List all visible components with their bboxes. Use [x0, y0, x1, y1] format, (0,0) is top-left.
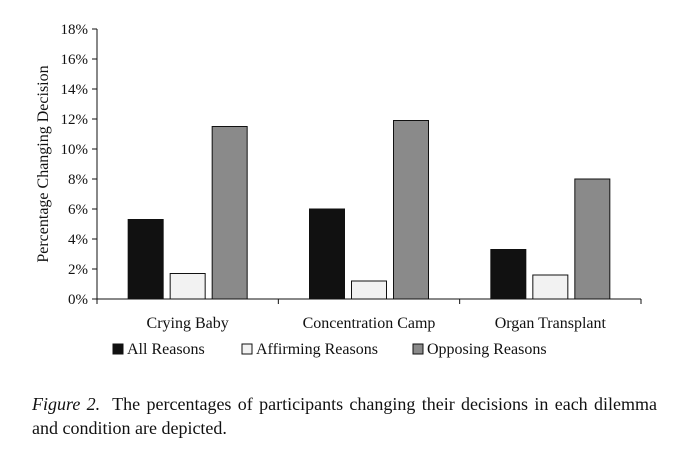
legend: All Reasons Affirming Reasons Opposing Rea…: [112, 341, 547, 358]
y-tick-label: 4%: [68, 232, 88, 248]
y-tick-label: 12%: [61, 112, 89, 128]
y-axis: 0% 2% 4% 6% 8% 10% 12% 14% 16% 18%: [61, 22, 98, 308]
y-tick-label: 2%: [68, 262, 88, 278]
bar-opposing-reasons: [393, 120, 429, 300]
bar-opposing-reasons: [574, 178, 611, 300]
x-ticks: Crying Baby Concentration Camp Organ Trans…: [96, 299, 642, 332]
legend-swatch: [112, 343, 124, 355]
bar-affirming-reasons: [169, 273, 206, 300]
y-tick-label: 16%: [61, 52, 89, 68]
bars: [127, 120, 611, 300]
figure-caption-text: The percentages of participants changing…: [32, 394, 657, 438]
y-tick-label: 10%: [61, 142, 89, 158]
y-tick-label: 8%: [68, 172, 88, 188]
bar-affirming-reasons: [351, 280, 387, 300]
legend-label: All Reasons: [127, 341, 205, 358]
y-axis-title: Percentage Changing Decision: [35, 65, 52, 262]
legend-label: Affirming Reasons: [256, 341, 378, 358]
legend-swatch: [241, 343, 253, 355]
y-tick-label: 0%: [68, 292, 88, 308]
bar-all-reasons: [490, 249, 527, 300]
bar-all-reasons: [309, 208, 345, 300]
x-category-label: Concentration Camp: [303, 315, 436, 332]
y-tick-label: 18%: [61, 22, 89, 38]
figure-caption: Figure 2. The percentages of participants…: [32, 392, 657, 440]
x-category-label: Crying Baby: [147, 315, 229, 332]
bar-chart: 0% 2% 4% 6% 8% 10% 12% 14% 16% 18% Crying Baby Con…: [35, 22, 642, 358]
figure-label: Figure 2.: [32, 394, 101, 414]
y-ticks: 0% 2% 4% 6% 8% 10% 12% 14% 16% 18%: [61, 22, 97, 308]
x-axis: Crying Baby Concentration Camp Organ Trans…: [96, 298, 642, 332]
x-category-label: Organ Transplant: [495, 315, 607, 332]
bar-all-reasons: [127, 219, 164, 300]
legend-swatch: [412, 343, 424, 355]
legend-label: Opposing Reasons: [427, 341, 547, 358]
bar-opposing-reasons: [211, 126, 248, 300]
y-tick-label: 14%: [61, 82, 89, 98]
bar-affirming-reasons: [532, 274, 569, 300]
y-tick-label: 6%: [68, 202, 88, 218]
